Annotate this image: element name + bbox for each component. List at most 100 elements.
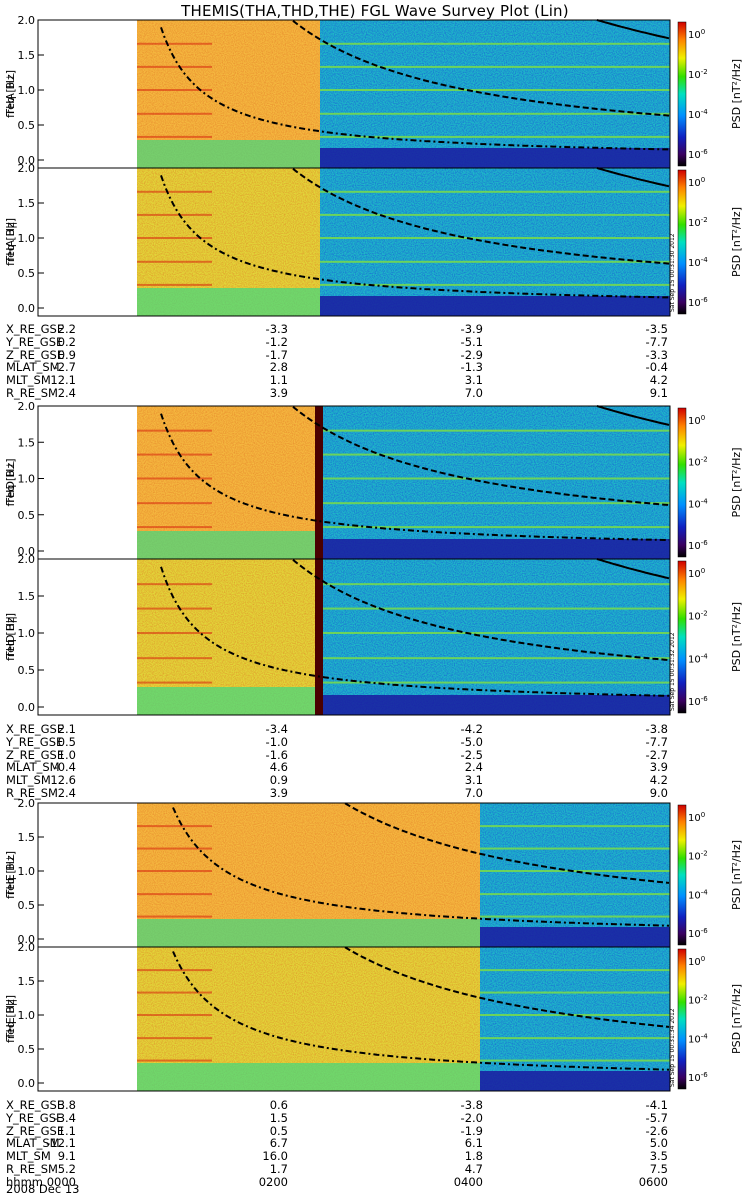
y-tick-label: 0.0: [18, 933, 36, 946]
ephemeris-row: MLAT_SM -0.4 4.6 2.4 3.9: [0, 761, 750, 774]
no-data-region: [38, 20, 137, 168]
y-tick-label: 0.5: [18, 509, 36, 522]
ephemeris-value: -3.3: [645, 347, 668, 362]
harmonic-line: [320, 135, 670, 138]
ephemeris-value: -7.7: [645, 334, 668, 349]
harmonic-line: [320, 502, 670, 505]
colorbar-tick-label: 10-6: [688, 927, 708, 940]
ephemeris-value: 12.6: [50, 773, 76, 788]
ephemeris-value: -2.5: [460, 747, 483, 762]
colorbar-label: PSD [nT²/Hz]: [730, 840, 743, 910]
ephemeris-value: 9.1: [57, 1149, 76, 1164]
harmonic-line: [137, 1037, 212, 1040]
low-frequency-band: [137, 1063, 480, 1091]
time-tick-label: 0200: [258, 1174, 288, 1189]
ephemeris-value: -4.1: [645, 1098, 668, 1112]
noise-overlay: [320, 168, 670, 316]
ephemeris-row: R_RE_SM 2.4 3.9 7.0 9.0: [0, 787, 750, 800]
harmonic-line: [320, 583, 670, 586]
ephemeris-row: Y_RE_GSE 0.5 -1.0 -5.0 -7.7: [0, 734, 750, 749]
colorbar-tick-label: 10-4: [688, 108, 708, 121]
ephemeris-label: R_RE_SM: [6, 385, 58, 400]
gyrofrequency-curve: [596, 405, 670, 426]
harmonic-line: [320, 89, 670, 91]
probe-component-label: THA B⊥: [4, 72, 17, 116]
ephemeris-value: 2.2: [57, 322, 76, 336]
gyrofrequency-curve: [160, 566, 670, 697]
ephemeris-label: MLAT_SM: [6, 760, 60, 775]
ephemeris-label: MLAT_SM: [6, 360, 60, 375]
harmonic-line: [137, 657, 212, 660]
harmonic-line: [137, 969, 212, 972]
colorbar-tick-label: 10-6: [688, 539, 708, 552]
harmonic-line: [137, 502, 212, 505]
y-tick-label: 0.0: [18, 154, 36, 167]
low-frequency-band: [137, 919, 480, 947]
no-data-region: [38, 406, 137, 559]
ephemeris-value: 3.9: [269, 785, 288, 800]
ephemeris-row: MLAT_SM -2.7 2.8 -1.3 -0.4: [0, 361, 750, 374]
ephemeris-row: MLT_SM 12.6 0.9 3.1 4.2: [0, 774, 750, 787]
noise-overlay: [320, 406, 670, 559]
y-axis-label: freq [Hz]: [4, 613, 17, 661]
ephemeris-value: 1.1: [269, 373, 288, 388]
ephemeris-value: 12.1: [50, 373, 76, 388]
y-tick-label: 1.5: [18, 975, 36, 988]
ephemeris-label: X_RE_GSE: [6, 1098, 65, 1112]
ephemeris-value: 4.7: [464, 1161, 483, 1176]
colorbar-tick-label: 100: [688, 176, 705, 189]
ephemeris-value: -1.2: [265, 334, 288, 349]
ephemeris-value: 4.6: [269, 760, 288, 775]
ephemeris-value: 1.0: [57, 747, 76, 762]
harmonic-line: [480, 1037, 670, 1040]
spectrogram-panel-thd-perp: 0.0 0.5 1.0 1.5 2.0 freq [Hz]THD B⊥ 100 10-2 10-…: [4, 400, 743, 560]
gyrofrequency-curve: [160, 27, 669, 151]
probe-component-label: THD B⊥: [4, 460, 17, 505]
ephemeris-row: Z_RE_GSE 0.9 -1.7 -2.9 -3.3: [0, 347, 750, 362]
harmonic-line: [320, 190, 670, 193]
gyrofrequency-curve: [292, 559, 670, 662]
harmonic-line: [137, 607, 212, 610]
colorbar-tick-label: 10-6: [688, 148, 708, 161]
low-frequency-band: [320, 695, 670, 715]
harmonic-line: [137, 825, 212, 828]
colorbar-tick-label: 10-2: [688, 216, 708, 229]
harmonic-line: [480, 1059, 670, 1062]
ephemeris-row: MLT_SM 12.1 1.1 3.1 4.2: [0, 374, 750, 387]
y-tick-label: 2.0: [18, 400, 36, 413]
time-tick-label: 0400: [453, 1174, 483, 1189]
ephemeris-value: 0.9: [57, 347, 76, 362]
low-frequency-band: [320, 296, 670, 316]
ephemeris-value: 1.8: [464, 1149, 483, 1164]
harmonic-line: [137, 915, 212, 918]
harmonic-line: [320, 42, 670, 45]
no-data-region: [38, 168, 137, 316]
y-tick-label: 1.0: [18, 473, 36, 486]
colorbar: [677, 948, 687, 1090]
ephemeris-label: MLAT_SM: [6, 1136, 60, 1151]
y-tick-label: 0.5: [18, 1043, 36, 1056]
time-tick-label: 0600: [638, 1174, 668, 1189]
colorbar-label: PSD [nT²/Hz]: [730, 984, 743, 1054]
harmonic-line: [137, 1059, 212, 1062]
ephemeris-value: -3.5: [645, 322, 668, 336]
ephemeris-row: Y_RE_GSE -3.4 1.5 -2.0 -5.7: [0, 1111, 750, 1125]
harmonic-line: [137, 42, 212, 45]
harmonic-line: [137, 991, 212, 994]
colorbar-tick-label: 10-6: [688, 1071, 708, 1084]
timestamp-stamp: Sat Sep 15 00:31:30 2012: [669, 233, 676, 312]
ephemeris-row: MLAT_SM -12.1 6.7 6.1 5.0: [0, 1137, 750, 1150]
no-data-region: [38, 947, 137, 1091]
ephemeris-value: 5.2: [57, 1161, 76, 1176]
ephemeris-value: 2.1: [57, 722, 76, 736]
ephemeris-value: -1.0: [265, 734, 288, 749]
ephemeris-value: 3.9: [269, 385, 288, 400]
harmonic-line: [320, 526, 670, 529]
harmonic-line: [137, 681, 212, 684]
harmonic-line: [480, 915, 670, 918]
gyrofrequency-curve: [344, 802, 670, 884]
harmonic-line: [137, 429, 212, 432]
y-axis-label: freq [Hz]: [4, 218, 17, 266]
colorbar-tick-label: 10-4: [688, 497, 708, 510]
harmonic-line: [137, 89, 212, 91]
